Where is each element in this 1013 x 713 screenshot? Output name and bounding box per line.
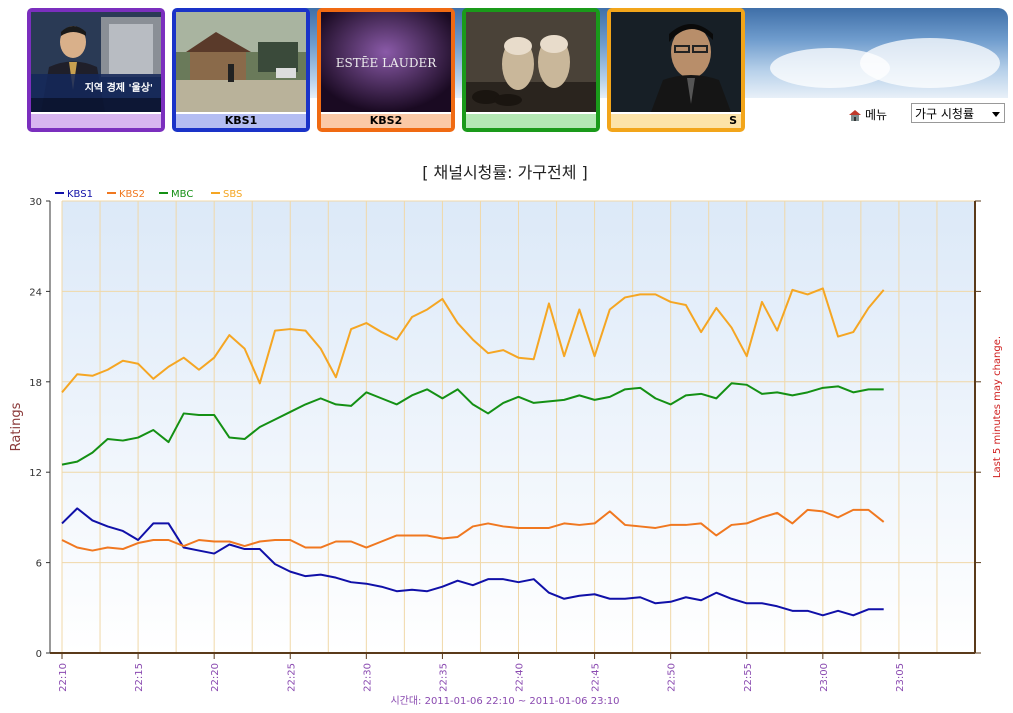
y-tick-label: 0 — [36, 649, 42, 660]
channel-thumbnail-kbs1 — [176, 12, 306, 112]
channel-thumbnail-kbs2: ESTĒE LAUDER — [321, 12, 451, 112]
time-range-footer: 시간대: 2011-01-06 22:10 ~ 2011-01-06 23:10 — [390, 695, 619, 707]
chevron-down-icon — [992, 112, 1000, 117]
y-tick-label: 12 — [29, 468, 42, 479]
chart-title: [ 채널시청률: 가구전체 ] — [422, 163, 588, 182]
x-tick-label: 22:45 — [591, 663, 602, 692]
channel-card-sbs[interactable]: S — [607, 8, 745, 132]
rating-type-selected: 가구 시청률 — [915, 107, 975, 121]
x-tick-label: 22:20 — [210, 663, 221, 692]
y-tick-label: 24 — [29, 287, 42, 298]
channel-card-sbs-label: S — [611, 114, 741, 128]
channel-card-kbs1[interactable]: KBS1 — [172, 8, 310, 132]
channel-thumbnail-1: 지역 경제 '울상' — [31, 12, 161, 112]
x-tick-label: 22:15 — [134, 663, 145, 692]
legend-label-mbc: MBC — [171, 189, 193, 200]
series-line-mbc — [61, 382, 884, 466]
x-tick-label: 22:10 — [58, 663, 69, 692]
right-axis-note: Last 5 minutes may change. — [992, 336, 1003, 478]
channel-card-mbc[interactable] — [462, 8, 600, 132]
legend-label-kbs2: KBS2 — [119, 189, 145, 200]
channel-thumbnail-sbs — [611, 12, 741, 112]
chart-series — [61, 287, 885, 617]
channel-card-kbs2[interactable]: ESTĒE LAUDER KBS2 — [317, 8, 455, 132]
header-sky-decoration — [740, 8, 1008, 98]
y-tick-label: 18 — [29, 378, 42, 389]
chart-axes: 0 6 12 18 24 30 22:10 22:15 22:20 22:25 22:30 22:35… — [29, 197, 981, 692]
x-tick-label: 22:40 — [515, 663, 526, 692]
x-tick-label: 22:50 — [667, 663, 678, 692]
channel-card-mbc-label — [466, 114, 596, 128]
menu-link[interactable]: 메뉴 — [848, 106, 887, 123]
channel-card-1[interactable]: 지역 경제 '울상' — [27, 8, 165, 132]
rating-type-select[interactable]: 가구 시청률 — [911, 103, 1005, 123]
x-tick-label: 23:05 — [895, 663, 906, 692]
x-tick-label: 22:30 — [362, 663, 373, 692]
y-tick-label: 30 — [29, 197, 42, 208]
y-axis-label: Ratings — [9, 402, 24, 451]
x-tick-label: 22:35 — [438, 663, 449, 692]
series-line-kbs2 — [61, 508, 885, 552]
series-line-kbs1 — [61, 507, 884, 617]
x-tick-label: 23:00 — [819, 663, 830, 692]
channel-card-1-label — [31, 114, 161, 128]
legend-label-kbs1: KBS1 — [67, 189, 93, 200]
x-tick-label: 22:25 — [286, 663, 297, 692]
channel-card-kbs1-label: KBS1 — [176, 114, 306, 128]
legend-label-sbs: SBS — [223, 189, 242, 200]
home-icon — [848, 109, 862, 121]
menu-label: 메뉴 — [865, 108, 888, 122]
series-line-sbs — [61, 287, 885, 393]
chart-legend: KBS1 KBS2 MBC SBS — [55, 189, 242, 200]
channel-header: 지역 경제 '울상' KBS1 — [0, 0, 1013, 140]
news-headline: 지역 경제 '울상' — [85, 81, 153, 94]
commercial-brand-text: ESTĒE LAUDER — [336, 55, 437, 70]
x-tick-label: 22:55 — [743, 663, 754, 692]
y-tick-label: 6 — [36, 559, 42, 570]
channel-thumbnail-mbc — [466, 12, 596, 112]
channel-card-kbs2-label: KBS2 — [321, 114, 451, 128]
ratings-chart: [ 채널시청률: 가구전체 ] KBS1 KBS2 MBC SBS 0 6 12 18 24 3… — [9, 163, 1003, 707]
